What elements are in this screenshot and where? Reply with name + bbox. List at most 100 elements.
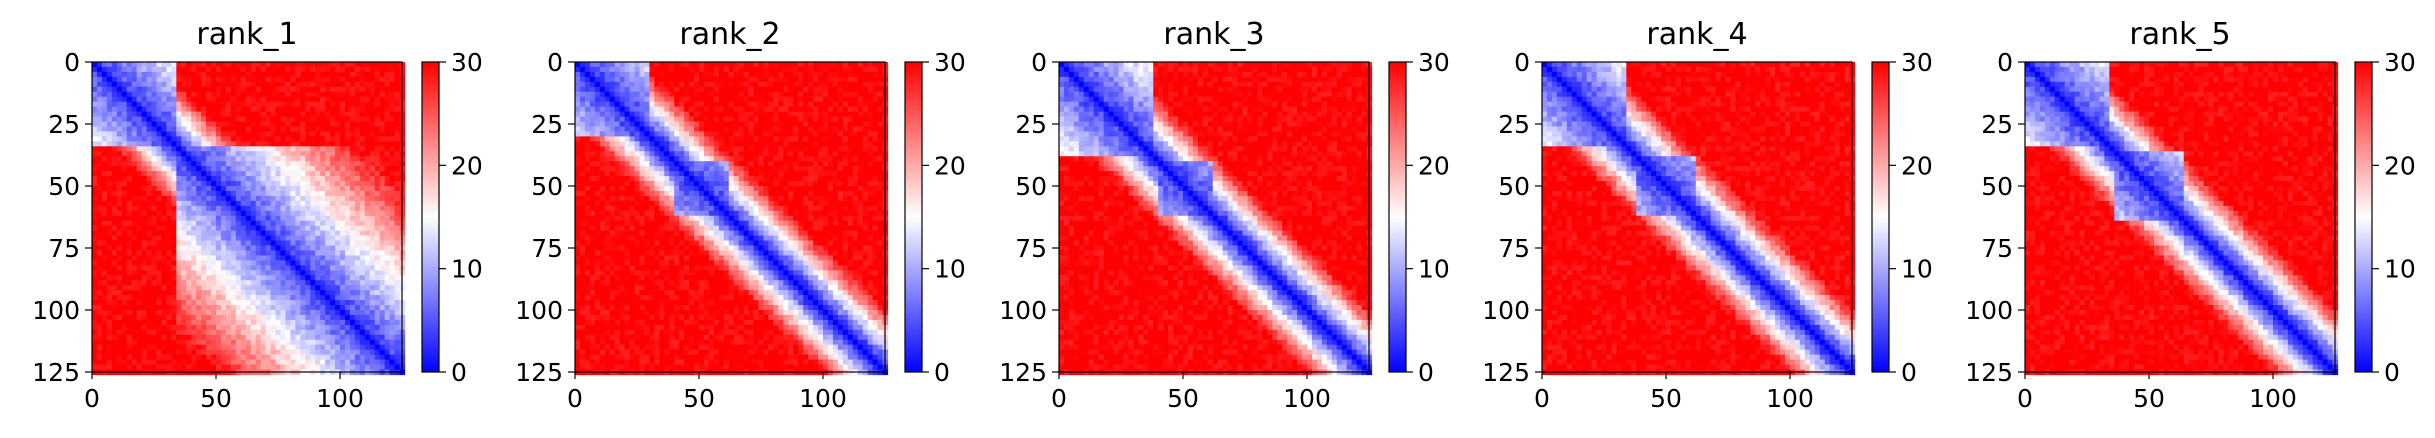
heatmap-cell — [773, 71, 779, 78]
heatmap-cell — [300, 166, 306, 172]
heatmap-cell — [344, 225, 351, 232]
heatmap-cell — [624, 131, 631, 137]
heatmap-cell — [359, 91, 366, 98]
heatmap-cell — [340, 280, 346, 286]
heatmap-cell — [206, 324, 212, 331]
heatmap-cell — [260, 225, 267, 232]
heatmap-cell — [260, 245, 267, 252]
heatmap-cell — [250, 230, 257, 237]
heatmap-cell — [315, 250, 321, 257]
heatmap-cell — [285, 190, 291, 197]
heatmap-cell — [644, 91, 650, 98]
heatmap-cell — [300, 349, 306, 356]
heatmap-cell — [201, 141, 207, 147]
heatmap-cell — [176, 81, 182, 88]
heatmap-cell — [116, 305, 123, 311]
heatmap-cell — [788, 96, 794, 103]
heatmap-cell — [216, 235, 222, 242]
heatmap-cell — [176, 86, 182, 93]
heatmap-cell — [161, 255, 167, 261]
heatmap-cell — [255, 300, 262, 306]
heatmap-cell — [349, 270, 356, 276]
heatmap-cell — [379, 181, 386, 187]
heatmap-cell — [101, 270, 108, 276]
panel-title: rank_2 — [679, 17, 780, 52]
heatmap-cell — [280, 285, 287, 291]
heatmap-cell — [131, 91, 138, 98]
heatmap-cell — [389, 235, 396, 242]
heatmap-cell — [703, 131, 710, 137]
heatmap-cell — [161, 81, 167, 88]
heatmap-cell — [295, 76, 301, 83]
heatmap-cell — [250, 359, 257, 366]
heatmap-cell — [116, 195, 123, 202]
heatmap-cell — [260, 126, 267, 133]
heatmap-cell — [359, 364, 366, 371]
heatmap-cell — [265, 96, 272, 103]
heatmap-cell — [310, 245, 316, 252]
heatmap-cell — [206, 334, 212, 341]
heatmap-cell — [181, 329, 187, 336]
heatmap-cell — [374, 131, 381, 137]
heatmap-cell — [255, 314, 262, 321]
heatmap-cell — [176, 205, 182, 212]
heatmap-cell — [206, 349, 212, 356]
heatmap-cell — [624, 121, 631, 128]
heatmap-cell — [176, 151, 182, 157]
heatmap-cell — [101, 76, 108, 83]
heatmap-cell — [111, 310, 118, 316]
heatmap-cell — [743, 116, 750, 123]
heatmap-cell — [290, 71, 296, 78]
heatmap-cell — [126, 364, 133, 371]
heatmap-cell — [196, 230, 202, 237]
heatmap-cell — [101, 176, 108, 182]
heatmap-cell — [166, 91, 172, 98]
heatmap-cell — [694, 66, 700, 73]
heatmap-cell — [803, 126, 809, 133]
heatmap-cell — [101, 245, 108, 252]
heatmap-cell — [151, 91, 158, 98]
heatmap-cell — [171, 96, 177, 103]
heatmap-cell — [823, 106, 829, 113]
heatmap-cell — [703, 66, 710, 73]
heatmap-cell — [121, 275, 128, 281]
heatmap-cell — [136, 285, 143, 291]
heatmap-cell — [196, 275, 202, 281]
heatmap-cell — [275, 136, 282, 142]
heatmap-cell — [285, 285, 291, 291]
heatmap-cell — [116, 349, 123, 356]
heatmap-cell — [634, 106, 641, 113]
heatmap-cell — [384, 250, 391, 257]
heatmap-cell — [349, 344, 356, 351]
heatmap-cell — [216, 324, 222, 331]
heatmap-cell — [330, 101, 336, 108]
heatmap-cell — [186, 141, 192, 147]
heatmap-cell — [136, 176, 143, 182]
heatmap-cell — [783, 131, 789, 137]
heatmap-cell — [803, 121, 809, 128]
heatmap-cell — [359, 116, 366, 123]
heatmap-cell — [364, 270, 371, 276]
heatmap-cell — [285, 126, 291, 133]
heatmap-cell — [320, 111, 326, 118]
heatmap-cell — [310, 166, 316, 172]
heatmap-cell — [609, 111, 616, 118]
heatmap-cell — [250, 121, 257, 128]
heatmap-cell — [694, 131, 700, 137]
heatmap-cell — [394, 255, 401, 261]
heatmap-cell — [684, 136, 690, 142]
heatmap-cell — [186, 250, 192, 257]
heatmap-cell — [384, 126, 391, 133]
heatmap-cell — [240, 265, 247, 271]
heatmap-cell — [369, 354, 376, 361]
heatmap-cell — [161, 205, 167, 212]
heatmap-cell — [340, 240, 346, 247]
heatmap-cell — [340, 220, 346, 227]
heatmap-cell — [211, 111, 217, 118]
heatmap-cell — [847, 111, 854, 118]
heatmap-cell — [394, 161, 401, 167]
heatmap-cell — [106, 225, 113, 232]
heatmap-cell — [126, 166, 133, 172]
heatmap-cell — [654, 136, 660, 142]
heatmap-cell — [818, 106, 824, 113]
